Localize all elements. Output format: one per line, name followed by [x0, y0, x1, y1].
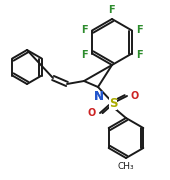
Text: F: F [136, 24, 142, 35]
Text: F: F [81, 24, 88, 35]
Text: N: N [94, 90, 104, 103]
Text: O: O [131, 91, 139, 101]
Text: F: F [108, 5, 114, 15]
Text: S: S [109, 96, 117, 109]
Text: N: N [94, 90, 104, 103]
Text: F: F [81, 50, 88, 60]
Text: CH₃: CH₃ [118, 162, 134, 171]
Text: F: F [136, 50, 142, 60]
Text: N: N [94, 90, 104, 103]
Text: O: O [88, 108, 96, 118]
